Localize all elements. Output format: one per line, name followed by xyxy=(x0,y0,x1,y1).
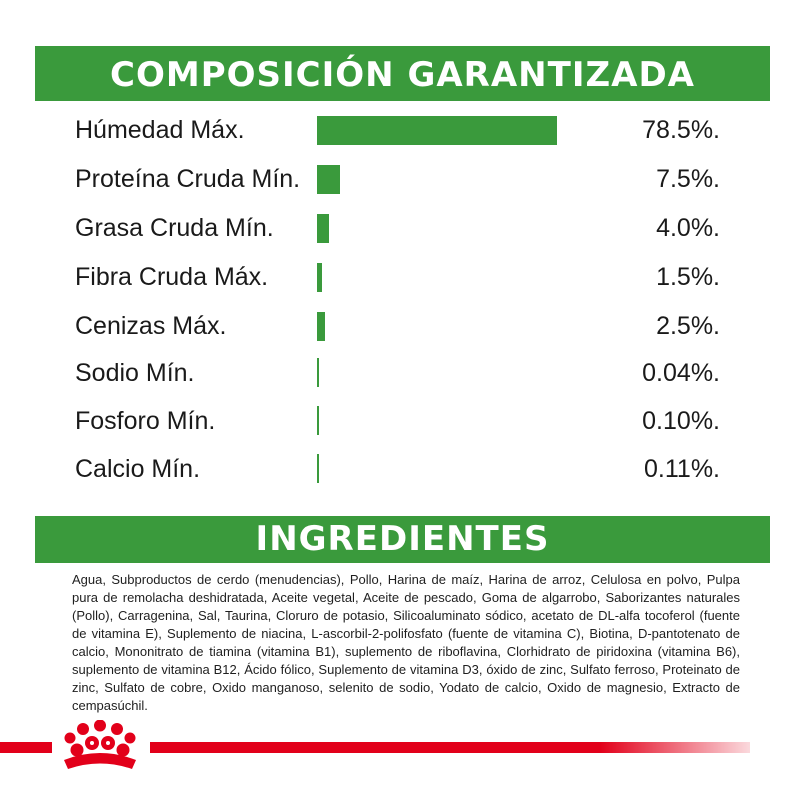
footer-stripe-left xyxy=(0,742,52,753)
nutrient-value: 0.11%. xyxy=(644,455,720,483)
nutrient-label: Sodio Mín. xyxy=(75,359,195,387)
nutrient-bar xyxy=(317,214,330,243)
nutrient-row: Grasa Cruda Mín. 4.0%. xyxy=(0,213,800,262)
nutrient-bar xyxy=(317,312,325,341)
nutrient-label: Húmedad Máx. xyxy=(75,116,245,144)
nutrient-row: Fibra Cruda Máx. 1.5%. xyxy=(0,262,800,311)
nutrient-label: Proteína Cruda Mín. xyxy=(75,165,301,193)
nutrient-label: Grasa Cruda Mín. xyxy=(75,214,274,242)
nutrient-value: 0.10%. xyxy=(642,407,720,435)
nutrient-row: Calcio Mín. 0.11%. xyxy=(0,454,800,503)
nutrient-label: Cenizas Máx. xyxy=(75,312,227,340)
nutrient-row: Húmedad Máx. 78.5%. xyxy=(0,115,800,164)
nutrient-label: Fosforo Mín. xyxy=(75,407,216,435)
nutrient-value: 78.5%. xyxy=(642,116,720,144)
composition-banner: COMPOSICIÓN GARANTIZADA xyxy=(35,46,770,101)
nutrient-value: 0.04%. xyxy=(642,359,720,387)
nutrient-bar xyxy=(317,454,319,483)
nutrient-bar xyxy=(317,358,319,387)
nutrient-row: Proteína Cruda Mín. 7.5%. xyxy=(0,164,800,213)
nutrient-row: Sodio Mín. 0.04%. xyxy=(0,358,800,407)
ingredients-banner: INGREDIENTES xyxy=(35,516,770,563)
footer-stripe-right xyxy=(150,742,750,753)
nutrient-bar xyxy=(317,406,319,435)
ingredients-list: Agua, Subproductos de cerdo (menudencias… xyxy=(72,572,740,713)
nutrient-bar xyxy=(317,116,557,145)
nutrient-value: 1.5%. xyxy=(656,263,720,291)
nutrient-bar xyxy=(317,263,322,292)
nutrient-label: Calcio Mín. xyxy=(75,455,201,483)
nutrient-value: 4.0%. xyxy=(656,214,720,242)
nutrient-label: Fibra Cruda Máx. xyxy=(75,263,269,291)
nutrient-value: 7.5%. xyxy=(656,165,720,193)
crown-icon xyxy=(64,720,136,769)
nutrient-row: Cenizas Máx. 2.5%. xyxy=(0,311,800,360)
nutrient-value: 2.5%. xyxy=(656,312,720,340)
nutrient-bar xyxy=(317,165,340,194)
nutrient-row: Fosforo Mín. 0.10%. xyxy=(0,406,800,455)
